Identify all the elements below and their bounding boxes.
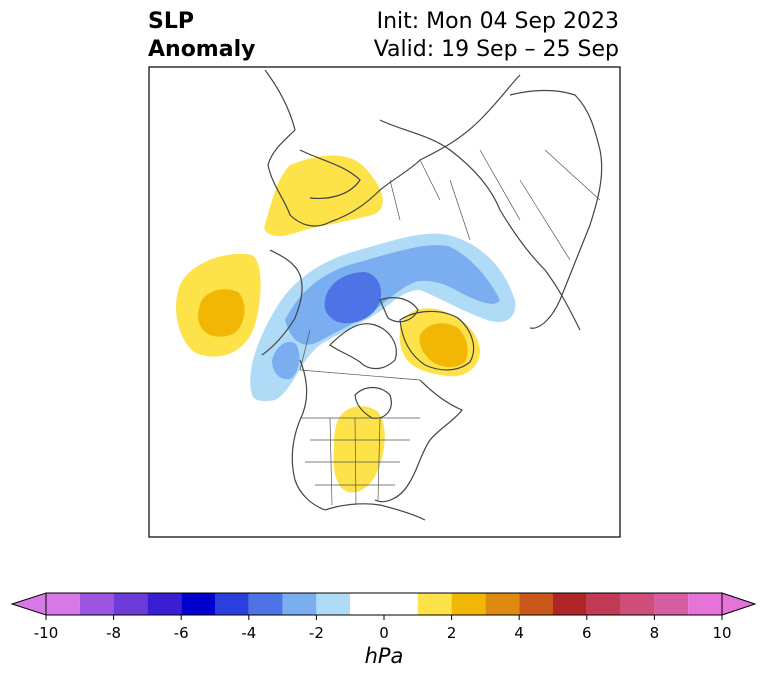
colorbar-bin-10 xyxy=(417,593,452,615)
colorbar-bin-3 xyxy=(147,593,182,615)
north-pacific-high-core xyxy=(198,289,245,337)
political-borders xyxy=(299,149,601,506)
title-variable-line2: Anomaly xyxy=(148,37,256,62)
colorbar-tick-label: -6 xyxy=(173,624,189,642)
colorbar-bin-13 xyxy=(519,593,553,615)
colorbar-bin-4 xyxy=(181,593,215,615)
colorbar-tick-label: 10 xyxy=(712,624,732,642)
aleutian-low xyxy=(272,341,300,380)
colorbar-bin-16 xyxy=(620,593,655,615)
colorbar-bin-1 xyxy=(79,593,114,615)
colorbar-bin-15 xyxy=(586,593,621,615)
colorbar xyxy=(10,592,757,620)
colorbar-bin-9 xyxy=(350,593,418,615)
colorbar-tick-label: 6 xyxy=(582,624,592,642)
colorbar-tick-label: 4 xyxy=(514,624,524,642)
colorbar-extend-high xyxy=(721,592,757,616)
colorbar-bin-17 xyxy=(654,593,689,615)
colorbar-tick-label: -8 xyxy=(106,624,122,642)
northern-europe-high xyxy=(264,155,383,237)
colorbar-tick-label: 0 xyxy=(379,624,389,642)
colorbar-tick-label: -4 xyxy=(241,624,257,642)
colorbar-unit-label: hPa xyxy=(364,644,404,668)
colorbar-extend-low xyxy=(10,592,47,616)
map-title-dates: Init: Mon 04 Sep 2023 Valid: 19 Sep – 25… xyxy=(374,8,619,64)
valid-range: Valid: 19 Sep – 25 Sep xyxy=(373,37,619,62)
colorbar-bin-7 xyxy=(282,593,317,615)
colorbar-bin-6 xyxy=(248,593,283,615)
colorbar-bin-14 xyxy=(553,593,587,615)
arctic-low-core xyxy=(324,272,382,324)
title-variable-line1: SLP xyxy=(148,9,194,34)
coastlines xyxy=(261,69,603,521)
anomaly-fields xyxy=(176,155,516,493)
colorbar-bin-2 xyxy=(113,593,148,615)
colorbar-tick-label: -2 xyxy=(308,624,324,642)
init-date: Init: Mon 04 Sep 2023 xyxy=(376,9,619,34)
colorbar-tick-label: 2 xyxy=(446,624,457,642)
colorbar-bin-18 xyxy=(688,593,722,615)
central-us-high xyxy=(333,406,385,493)
colorbar-bin-5 xyxy=(215,593,249,615)
colorbar-bin-8 xyxy=(316,593,351,615)
map-frame xyxy=(148,66,621,538)
colorbar-tick-label: 8 xyxy=(649,624,660,642)
colorbar-tick-label: -10 xyxy=(33,624,59,642)
colorbar-bin-0 xyxy=(46,593,80,615)
map-title-variable: SLP Anomaly xyxy=(148,8,255,64)
colorbar-bin-11 xyxy=(451,593,486,615)
colorbar-bin-12 xyxy=(485,593,520,615)
greenland-high-core xyxy=(419,323,468,368)
